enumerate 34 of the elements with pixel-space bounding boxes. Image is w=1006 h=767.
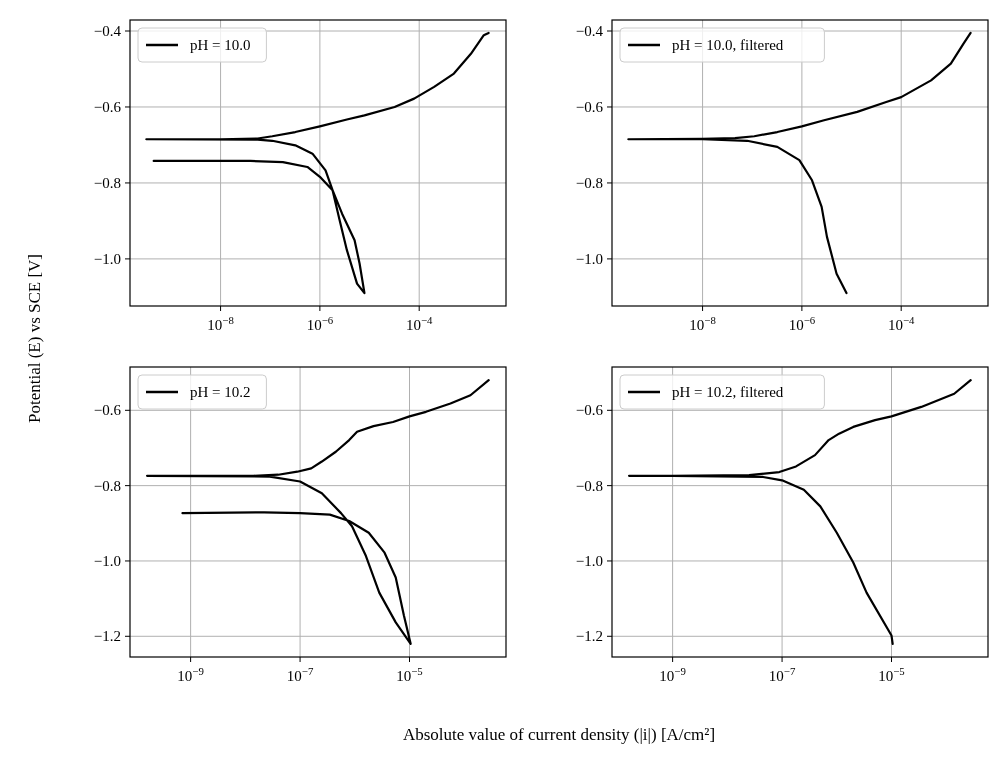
y-tick-label: −0.4 <box>575 23 604 40</box>
y-tick-label: −0.6 <box>575 402 604 419</box>
y-tick-label: −1.2 <box>575 628 603 645</box>
y-tick-label: −1.2 <box>93 628 121 645</box>
y-tick-label: −1.0 <box>575 552 603 569</box>
x-tick-label: 10$^{−8}$ <box>207 314 234 333</box>
x-tick-label: 10$^{−5}$ <box>396 665 423 684</box>
legend-label: pH = 10.0 <box>190 37 251 53</box>
y-tick-label: −1.0 <box>93 250 121 267</box>
y-axis-title: Potential (E) vs SCE [V] <box>25 253 44 424</box>
x-tick-label: 10$^{−7}$ <box>768 665 796 684</box>
x-tick-label: 10$^{−9}$ <box>177 665 204 684</box>
x-tick-label: 10$^{−6}$ <box>306 314 334 333</box>
legend-label: pH = 10.2 <box>190 384 251 400</box>
y-tick-label: −0.8 <box>575 174 603 191</box>
legend-label: pH = 10.0, filtered <box>672 37 784 53</box>
x-tick-label: 10$^{−5}$ <box>878 665 905 684</box>
y-tick-label: −0.8 <box>93 174 121 191</box>
x-tick-label: 10$^{−4}$ <box>405 314 434 333</box>
x-tick-label: 10$^{−6}$ <box>788 314 816 333</box>
legend-label: pH = 10.2, filtered <box>672 384 784 400</box>
x-tick-label: 10$^{−4}$ <box>887 314 916 333</box>
x-tick-label: 10$^{−9}$ <box>659 665 686 684</box>
y-tick-label: −1.0 <box>575 250 603 267</box>
y-tick-label: −0.4 <box>93 23 122 40</box>
x-tick-label: 10$^{−8}$ <box>689 314 716 333</box>
y-tick-label: −1.0 <box>93 552 121 569</box>
x-tick-label: 10$^{−7}$ <box>286 665 314 684</box>
y-tick-label: −0.6 <box>93 402 122 419</box>
y-tick-label: −0.8 <box>575 477 603 494</box>
y-tick-label: −0.8 <box>93 477 121 494</box>
y-tick-label: −0.6 <box>575 98 604 115</box>
y-tick-label: −0.6 <box>93 98 122 115</box>
x-axis-title: Absolute value of current density (|i|) [A/cm²] <box>402 725 716 744</box>
